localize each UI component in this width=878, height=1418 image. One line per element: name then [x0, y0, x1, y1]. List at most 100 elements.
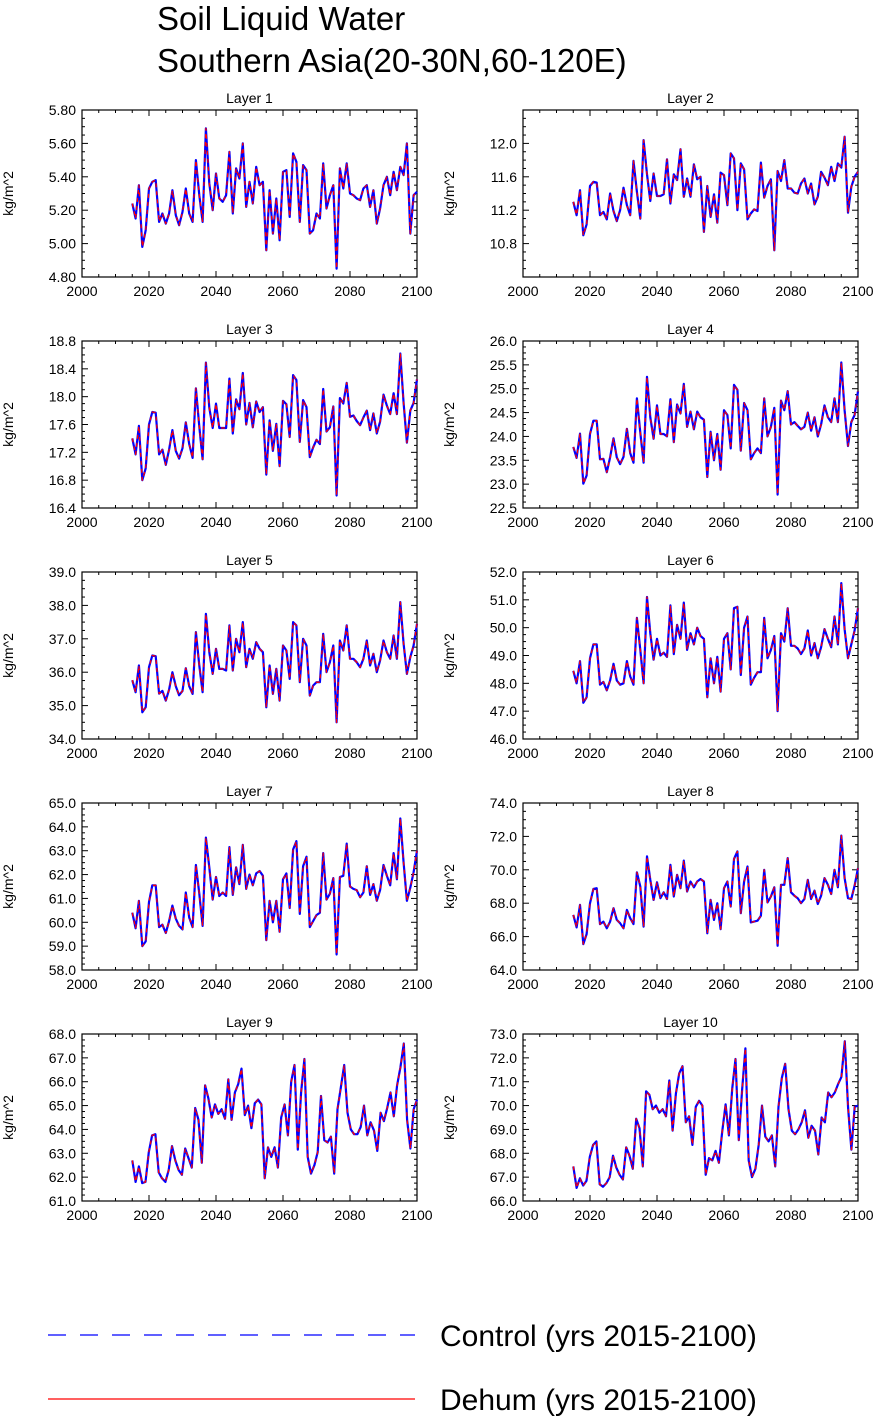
panel4-ytick-label: 23.0	[490, 476, 517, 492]
panel6-ytick-label: 49.0	[490, 648, 517, 664]
panel10-xtick-label: 2040	[641, 1207, 672, 1223]
panel4-ytick-label: 24.0	[490, 428, 517, 444]
panel10: Layer 10 kg/m^2 2000 2020 2040 2060 2080 2100 66…	[441, 1014, 874, 1223]
panel8-ytick-label: 70.0	[490, 862, 517, 878]
panel10-xtick-label: 2020	[574, 1207, 605, 1223]
panel7-xtick-label: 2040	[200, 976, 231, 992]
panel2-xtick-label: 2020	[574, 283, 605, 299]
panel7-series-control	[131, 817, 419, 956]
panel5-frame	[81, 571, 418, 740]
panel3-ytick-label: 17.2	[49, 444, 76, 460]
panel3-ytick-label: 18.4	[49, 361, 76, 377]
panel9-ytick-label: 64.0	[49, 1121, 76, 1137]
panel1-series-dehum	[131, 127, 418, 270]
panel5-xtick-label: 2060	[267, 745, 298, 761]
panel6-ytick-label: 52.0	[490, 564, 517, 580]
panel4: Layer 4 kg/m^2 2000 2020 2040 2060 2080 2100 22.…	[441, 321, 874, 530]
panel5-xtick-label: 2020	[133, 745, 164, 761]
panel4-frame	[522, 340, 859, 509]
panel8-ytick-label: 64.0	[490, 962, 517, 978]
panel10-series-dehum	[572, 1040, 859, 1189]
panel3-xtick-label: 2000	[66, 514, 97, 530]
panel5-ytick-label: 36.0	[49, 664, 76, 680]
panel4-ytick-label: 22.5	[490, 500, 517, 516]
panel3-ytick-label: 16.4	[49, 500, 76, 516]
panel1-xtick-label: 2000	[66, 283, 97, 299]
panel8-title: Layer 8	[667, 783, 714, 799]
legend-control-label: Control (yrs 2015-2100)	[440, 1320, 757, 1353]
panel5-ytick-label: 39.0	[49, 564, 76, 580]
panel1-frame	[81, 109, 418, 278]
panel5-series-dehum	[131, 601, 418, 723]
panel10-title: Layer 10	[663, 1014, 718, 1030]
panel1-xtick-label: 2040	[200, 283, 231, 299]
panel8: Layer 8 kg/m^2 2000 2020 2040 2060 2080 2100 64.…	[441, 783, 874, 992]
panel1-xtick-label: 2080	[334, 283, 365, 299]
panel9-ytick-label: 62.0	[49, 1169, 76, 1185]
panel2-series-control	[572, 135, 859, 252]
panel2-xtick-label: 2000	[507, 283, 538, 299]
panel4-ytick-label: 23.5	[490, 452, 517, 468]
panel3-xtick-label: 2080	[334, 514, 365, 530]
panel10-frame	[522, 1033, 859, 1202]
panel2-ytick-label: 12.0	[490, 135, 517, 151]
panel6-xtick-label: 2040	[641, 745, 672, 761]
panel2-ytick-label: 10.8	[490, 236, 517, 252]
panel8-frame	[522, 802, 859, 971]
panel7-series-dehum	[131, 817, 418, 956]
panel9-title: Layer 9	[226, 1014, 273, 1030]
panel9-xtick-label: 2100	[401, 1207, 432, 1223]
panel9-xtick-label: 2060	[267, 1207, 298, 1223]
panel9: Layer 9 kg/m^2 2000 2020 2040 2060 2080 2100 61.…	[0, 1014, 433, 1223]
panel2-xtick-label: 2060	[708, 283, 739, 299]
panel9-ytick-label: 66.0	[49, 1074, 76, 1090]
panel3-series-control	[131, 352, 419, 497]
panel8-series-control	[572, 834, 860, 947]
panel3-ytick-label: 18.8	[49, 333, 76, 349]
panel4-xtick-label: 2000	[507, 514, 538, 530]
panel8-xtick-label: 2020	[574, 976, 605, 992]
panel7-ytick-label: 64.0	[49, 819, 76, 835]
panel7-frame	[81, 802, 418, 971]
panel7-ytick-label: 58.0	[49, 962, 76, 978]
panel1-ytick-label: 4.80	[49, 269, 76, 285]
panel4-title: Layer 4	[667, 321, 714, 337]
panel2-title: Layer 2	[667, 90, 714, 106]
panel9-ytick-label: 63.0	[49, 1145, 76, 1161]
panel6-title: Layer 6	[667, 552, 714, 568]
panel9-xtick-label: 2000	[66, 1207, 97, 1223]
panel2-xtick-label: 2100	[842, 283, 873, 299]
panel7-ylabel: kg/m^2	[0, 864, 16, 909]
panel8-xtick-label: 2100	[842, 976, 873, 992]
panel8-ylabel: kg/m^2	[441, 864, 457, 909]
panel5: Layer 5 kg/m^2 2000 2020 2040 2060 2080 2100 34.…	[0, 552, 433, 761]
panel7-xtick-label: 2100	[401, 976, 432, 992]
panel5-xtick-label: 2100	[401, 745, 432, 761]
panel1-title: Layer 1	[226, 90, 273, 106]
panel3-xtick-label: 2040	[200, 514, 231, 530]
panel4-xtick-label: 2080	[775, 514, 806, 530]
panel2: Layer 2 kg/m^2 2000 2020 2040 2060 2080 2100 10.…	[441, 90, 874, 299]
panel4-series-control	[572, 361, 860, 496]
panel1-ytick-label: 5.80	[49, 102, 76, 118]
panel3-ytick-label: 16.8	[49, 472, 76, 488]
panel6-ytick-label: 46.0	[490, 731, 517, 747]
panel4-ytick-label: 25.5	[490, 357, 517, 373]
panel6-xtick-label: 2080	[775, 745, 806, 761]
panel3-series-dehum	[131, 352, 418, 497]
panel4-xtick-label: 2040	[641, 514, 672, 530]
panel4-ytick-label: 26.0	[490, 333, 517, 349]
panel9-ylabel: kg/m^2	[0, 1095, 16, 1140]
panel7-xtick-label: 2060	[267, 976, 298, 992]
panel5-ytick-label: 35.0	[49, 698, 76, 714]
panel1: Layer 1 kg/m^2 2000 2020 2040 2060 2080 2100 4.8…	[0, 90, 433, 299]
panel6-series-dehum	[572, 582, 859, 712]
panel5-xtick-label: 2000	[66, 745, 97, 761]
panel1-ylabel: kg/m^2	[0, 171, 16, 216]
panel9-xtick-label: 2080	[334, 1207, 365, 1223]
panel7-title: Layer 7	[226, 783, 273, 799]
panel9-xtick-label: 2040	[200, 1207, 231, 1223]
panel3-ylabel: kg/m^2	[0, 402, 16, 447]
panel2-xtick-label: 2080	[775, 283, 806, 299]
